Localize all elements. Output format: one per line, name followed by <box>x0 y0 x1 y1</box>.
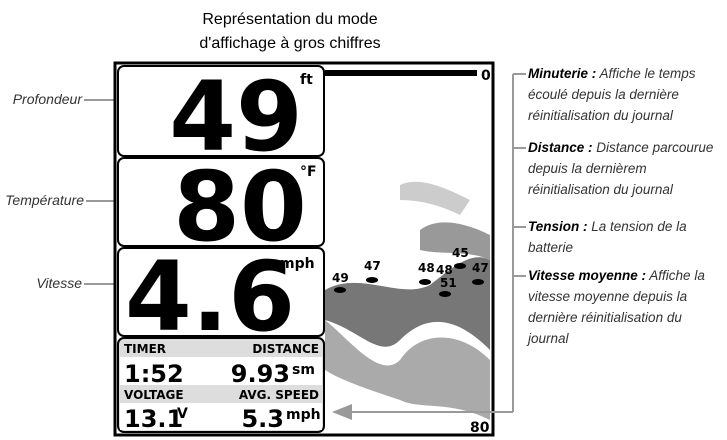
term: Vitesse moyenne : <box>528 268 646 283</box>
fish-depth: 48 <box>418 261 435 275</box>
annotation: Minuterie : Affiche le temps écoulé depu… <box>528 63 718 126</box>
fish-depth: 49 <box>332 271 349 285</box>
fish-depth: 47 <box>472 261 489 275</box>
annotation: Vitesse moyenne : Affiche la vitesse moy… <box>528 265 718 349</box>
depth-unit: ft <box>300 72 313 88</box>
annotation: Distance : Distance parcourue depuis la … <box>528 137 718 200</box>
distance-value: 9.93 <box>231 360 290 388</box>
voltage-label: VOLTAGE <box>124 388 184 402</box>
fish-depth: 47 <box>364 259 381 273</box>
title: d'affichage à gros chiffres <box>199 35 380 52</box>
fish-depth: 45 <box>452 246 469 260</box>
avg-speed-unit: mph <box>286 407 321 423</box>
fish-depth: 51 <box>440 276 457 290</box>
timer-value: 1:52 <box>124 360 184 388</box>
depth-scale: 80 <box>470 420 490 436</box>
distance-unit: sm <box>292 362 315 378</box>
fish-depth: 48 <box>436 263 453 277</box>
voltage-value: 13.1 <box>124 405 183 433</box>
page: Représentation du mode d'affichage à gro… <box>0 0 727 440</box>
distance-label: DISTANCE <box>252 342 319 356</box>
voltage-unit: V <box>177 406 188 422</box>
speed-value: 4.6 <box>125 241 295 353</box>
avg-speed-value: 5.3 <box>241 405 284 433</box>
label: Température <box>5 192 84 208</box>
surface-bar <box>325 70 477 76</box>
label: Profondeur <box>13 91 84 107</box>
timer-label: TIMER <box>124 342 166 356</box>
depth-scale: 0 <box>481 68 491 84</box>
label: Vitesse <box>36 275 82 291</box>
speed-unit: mph <box>280 256 315 272</box>
avg-speed-label: AVG. SPEED <box>239 388 319 402</box>
term: Minuterie : <box>528 66 596 81</box>
term: Tension : <box>528 219 588 234</box>
annotation: Tension : La tension de la batterie <box>528 216 718 258</box>
temp-unit: °F <box>300 164 317 180</box>
title: Représentation du mode <box>202 11 377 28</box>
term: Distance : <box>528 140 593 155</box>
